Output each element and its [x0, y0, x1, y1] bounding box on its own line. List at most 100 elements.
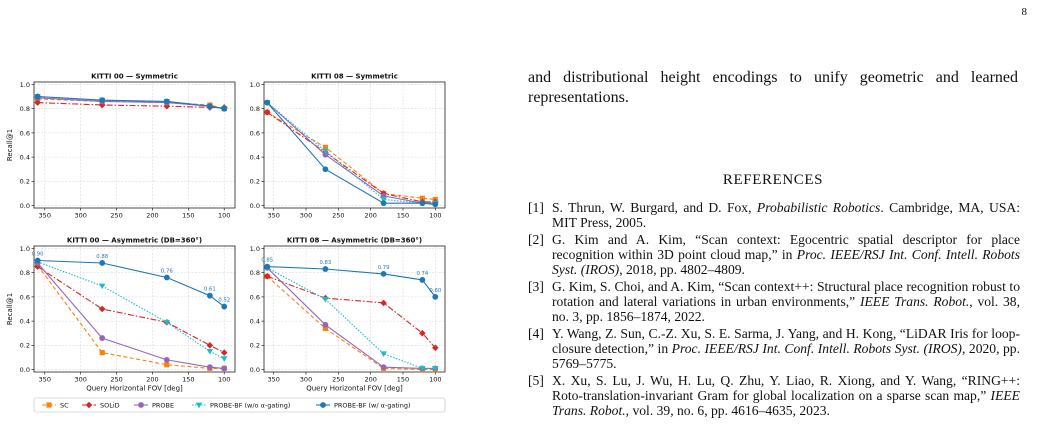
reference-item: [4] Y. Wang, Z. Sun, C.-Z. Xu, S. E. Sarm… [528, 326, 1020, 371]
y-tick-label: 1.0 [20, 245, 30, 253]
y-tick-label: 0.4 [250, 154, 260, 162]
series-line [37, 98, 225, 110]
reference-text: , 2020, pp. 5769–5775. [552, 341, 1020, 371]
series-line [266, 102, 436, 204]
series-line [266, 111, 436, 201]
y-axis-label: Recall@1 [6, 293, 14, 325]
x-tick-label: 350 [267, 376, 279, 384]
y-tick-label: 1.0 [250, 245, 260, 253]
data-label: 0.83 [320, 260, 332, 266]
plot-frame [263, 81, 446, 209]
reference-item: [1] S. Thrun, W. Burgard, and D. Fox, Pro… [528, 200, 1020, 230]
reference-number: [2] [528, 232, 544, 247]
references-heading: REFERENCES [722, 172, 824, 188]
results-figure: 0.0 0.2 0.4 0.6 0.8 1.0 350 300 250 200 150 100 KITT… [6, 73, 446, 413]
references-list: [1] S. Thrun, W. Burgard, and D. Fox, Pro… [528, 200, 1020, 420]
data-label: 0.85 [261, 258, 273, 264]
data-point [163, 274, 170, 281]
data-label: 0.76 [161, 269, 173, 275]
data-point [221, 105, 228, 112]
data-point [419, 277, 426, 283]
data-point [322, 321, 329, 328]
x-tick-label: 100 [218, 376, 230, 384]
reference-number: [5] [528, 373, 544, 388]
data-point [322, 151, 329, 158]
data-point [322, 266, 329, 272]
chart-title: KITTI 00 — Symmetric [91, 73, 178, 81]
reference-item: [2] G. Kim and A. Kim, “Scan context: Ego… [528, 232, 1020, 277]
x-tick-label: 250 [110, 376, 122, 384]
legend-entry: SOLiD [100, 401, 120, 409]
y-tick-label: 0.2 [20, 178, 30, 186]
data-point [419, 195, 425, 201]
y-tick-label: 0.0 [20, 366, 30, 374]
x-tick-label: 350 [267, 212, 279, 220]
data-point [163, 98, 170, 105]
data-point [206, 364, 213, 371]
reference-venue: Proc. IEEE/RSJ Int. Conf. Intell. Robots… [671, 341, 962, 356]
series-line [37, 266, 225, 354]
data-point [432, 201, 439, 208]
data-point [432, 344, 439, 352]
data-point [380, 197, 387, 203]
reference-number: [4] [528, 326, 544, 341]
legend-marker [138, 402, 144, 408]
legend-marker [46, 402, 52, 408]
legend-entry: SC [60, 401, 69, 409]
x-tick-label: 100 [429, 376, 441, 384]
chart-title: KITTI 00 — Asymmetric (DB=360°) [67, 237, 202, 245]
series-line [266, 275, 436, 371]
reference-item: [5] X. Xu, S. Lu, J. Wu, H. Lu, Q. Zhu, Y… [528, 373, 1020, 418]
x-tick-label: 350 [39, 212, 51, 220]
x-tick-label: 100 [218, 212, 230, 220]
reference-text: X. Xu, S. Lu, J. Wu, H. Lu, Q. Zhu, Y. L… [552, 373, 1020, 403]
data-point [380, 200, 387, 207]
data-point [380, 351, 387, 358]
data-point [206, 292, 213, 299]
x-tick-label: 100 [429, 212, 441, 220]
reference-venue: IEEE Trans. Robot. [552, 388, 1020, 418]
data-point [419, 365, 426, 372]
y-tick-label: 0.6 [20, 293, 30, 301]
reference-text: , 2018, pp. 4802–4809. [619, 262, 745, 277]
x-tick-label: 250 [332, 376, 344, 384]
series-line [37, 265, 225, 369]
reference-number: [1] [528, 200, 544, 215]
y-tick-label: 0.0 [250, 366, 260, 374]
figure: 0.0 0.2 0.4 0.6 0.8 1.0 350 300 250 200 150 100 KITT… [0, 60, 450, 440]
legend-marker [195, 402, 203, 409]
page-number: 8 [1021, 6, 1028, 18]
data-point [99, 260, 106, 266]
x-tick-label: 350 [39, 376, 51, 384]
data-label: 0.52 [218, 298, 230, 304]
data-point [99, 350, 105, 356]
series-line [37, 259, 225, 308]
plot-frame [33, 81, 236, 209]
data-label: 0.90 [32, 252, 44, 258]
x-axis-label: Query Horizontal FOV [deg] [86, 385, 183, 393]
data-label: 0.74 [416, 271, 428, 277]
reference-venue: Proc. IEEE/RSJ Int. Conf. Intell. Robots… [552, 247, 1021, 277]
series-line [266, 102, 436, 205]
data-point [163, 319, 171, 326]
legend-marker [85, 401, 93, 409]
data-point [220, 349, 228, 356]
series-line [37, 262, 225, 369]
data-point [419, 200, 426, 207]
series-line [266, 102, 436, 204]
x-tick-label: 150 [182, 376, 194, 384]
data-point [322, 296, 329, 303]
x-tick-label: 300 [74, 212, 86, 220]
series-line [266, 267, 436, 369]
data-point [263, 272, 271, 280]
reference-text: , vol. 39, no. 6, pp. 4616–4635, 2023. [625, 403, 830, 418]
series-line [267, 275, 436, 349]
data-point [34, 263, 41, 270]
plot-frame [263, 245, 446, 373]
data-point [322, 166, 329, 173]
data-point [221, 356, 228, 362]
data-point [221, 303, 228, 310]
x-tick-label: 250 [332, 212, 344, 220]
data-point [98, 305, 106, 313]
x-tick-label: 200 [364, 376, 376, 384]
